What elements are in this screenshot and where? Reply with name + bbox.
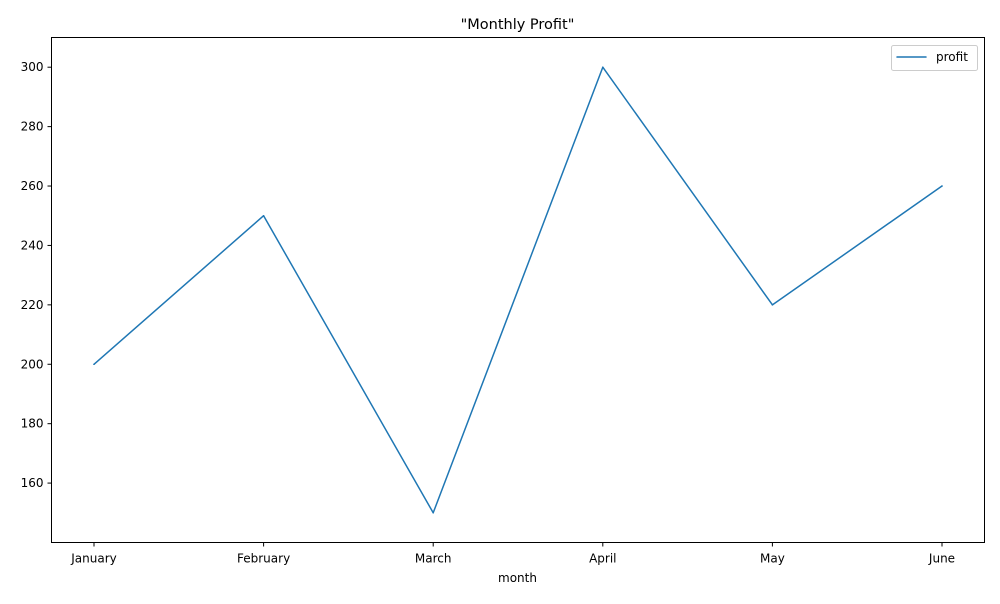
x-tick-label: April [589, 552, 616, 566]
data-point [93, 363, 95, 366]
legend-label: profit [936, 50, 968, 64]
data-point [602, 66, 604, 68]
series-line-profit [93, 66, 943, 514]
y-tick-label: 200 [21, 357, 44, 371]
y-axis: 160 180 200 220 240 260 280 300 [21, 60, 52, 490]
data-point [432, 512, 434, 514]
y-tick-label: 260 [21, 179, 44, 193]
data-point [941, 185, 943, 187]
x-tick-label: June [928, 552, 955, 566]
legend: profit [891, 45, 978, 71]
y-tick-label: 280 [21, 120, 44, 134]
x-tick-label: March [415, 552, 452, 566]
data-point [262, 214, 265, 217]
x-axis: January February March April May June [70, 542, 955, 566]
y-tick-label: 300 [21, 60, 44, 74]
x-axis-title: month [498, 571, 537, 585]
y-tick-label: 180 [21, 417, 44, 431]
series-layer [93, 66, 943, 514]
x-tick-label: February [237, 552, 290, 566]
plot-area [51, 37, 985, 543]
chart-title: "Monthly Profit" [461, 17, 575, 33]
y-tick-label: 240 [21, 238, 44, 252]
data-point [771, 304, 774, 306]
x-tick-label: January [70, 552, 117, 566]
legend-box [891, 45, 978, 71]
y-tick-label: 220 [21, 298, 44, 312]
y-tick-label: 160 [21, 476, 44, 490]
x-tick-label: May [760, 552, 785, 566]
